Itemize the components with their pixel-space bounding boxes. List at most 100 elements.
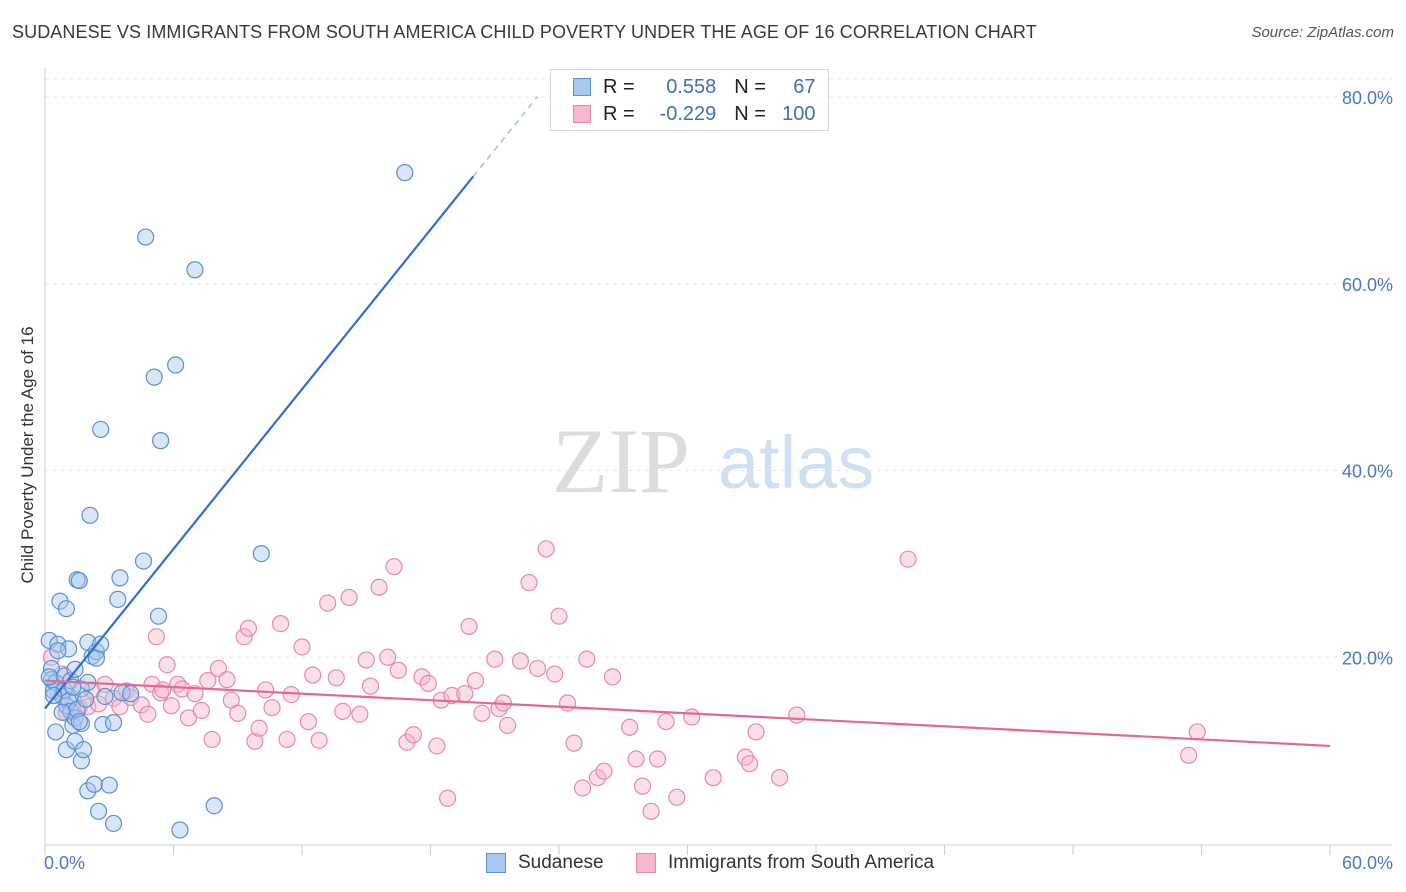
immigrants-point <box>278 730 296 749</box>
immigrants-point <box>351 705 369 723</box>
immigrants-point <box>741 755 759 773</box>
immigrants-swatch <box>573 105 591 123</box>
x-tick-label-min: 0.0% <box>44 853 85 873</box>
immigrants-point <box>389 661 407 679</box>
y-tick-label: 80.0% <box>1342 88 1393 108</box>
sudanese-point <box>40 668 58 686</box>
sudanese-point <box>137 228 155 246</box>
immigrants-point <box>357 651 375 669</box>
immigrants-point <box>370 578 388 596</box>
watermark-atlas: atlas <box>718 421 874 504</box>
immigrants-point <box>546 665 564 683</box>
sudanese-point <box>134 552 153 570</box>
immigrants-point <box>578 650 596 668</box>
immigrants-point <box>256 681 275 699</box>
sudanese-point <box>171 821 189 839</box>
legend-row-immigrants: R = -0.229 N = 100 <box>573 101 816 127</box>
immigrants-point <box>1180 746 1198 764</box>
immigrants-point <box>537 540 555 558</box>
immigrants-point <box>327 669 345 687</box>
immigrants-point <box>139 705 157 723</box>
immigrants-point <box>235 628 253 646</box>
immigrants-point <box>443 686 461 705</box>
immigrants-point <box>770 769 789 787</box>
legend-item-immigrants[interactable]: Immigrants from South America <box>636 852 934 874</box>
immigrants-point <box>229 704 247 722</box>
y-tick-label: 40.0% <box>1342 462 1393 482</box>
immigrants-point <box>642 802 660 820</box>
sudanese-point <box>109 590 127 608</box>
immigrants-point <box>550 607 568 625</box>
sudanese-point <box>49 635 67 653</box>
correlation-legend: R = 0.558 N = 67 R = -0.229 N = 100 <box>550 69 829 131</box>
immigrants-point <box>788 706 806 724</box>
sudanese-point <box>100 776 118 794</box>
immigrants-point <box>704 769 722 787</box>
immigrants-point <box>404 726 422 744</box>
immigrants-point <box>588 769 607 787</box>
sudanese-point <box>77 690 95 708</box>
immigrants-point <box>246 732 264 750</box>
immigrants-point <box>147 628 165 646</box>
sudanese-point <box>89 802 108 820</box>
immigrants-point <box>573 779 592 797</box>
immigrants-point <box>499 716 517 735</box>
y-tick-label: 60.0% <box>1342 275 1393 295</box>
sudanese-point <box>53 703 71 721</box>
sudanese-point <box>252 545 270 563</box>
immigrants-point <box>1188 723 1206 741</box>
immigrants-point <box>239 619 258 637</box>
immigrants-point <box>627 750 645 768</box>
sudanese-points <box>40 164 414 839</box>
sudanese-point <box>79 633 97 651</box>
trend-lines <box>44 96 1331 748</box>
sudanese-point <box>47 723 65 741</box>
sudanese-point <box>81 506 99 524</box>
sudanese-point <box>186 261 204 279</box>
legend-n-label: N = <box>734 102 772 125</box>
immigrants-point <box>473 704 491 722</box>
sudanese-point <box>104 714 123 732</box>
immigrants-point <box>528 659 547 678</box>
immigrants-point <box>340 588 358 607</box>
axes <box>44 68 1392 855</box>
sudanese-point <box>87 649 106 667</box>
immigrants-point <box>419 674 437 692</box>
immigrants-point <box>319 594 337 612</box>
sudanese-point <box>59 640 78 658</box>
immigrants-point <box>633 777 652 795</box>
immigrants-point <box>595 762 613 780</box>
legend-item-sudanese[interactable]: Sudanese <box>486 852 604 874</box>
legend-r-label: R = <box>603 75 641 98</box>
immigrants-point <box>603 668 622 686</box>
chart-title: SUDANESE VS IMMIGRANTS FROM SOUTH AMERIC… <box>12 22 1037 42</box>
sudanese-point <box>79 782 97 800</box>
immigrants-point <box>192 701 210 720</box>
tick-labels: 20.0% 40.0% 60.0% 80.0% 0.0% 60.0% <box>44 88 1393 873</box>
sudanese-swatch <box>573 78 591 96</box>
legend-n-value: 100 <box>782 102 816 125</box>
sudanese-trend-extension <box>472 96 539 177</box>
immigrants-point <box>621 718 639 736</box>
immigrants-point <box>565 734 583 752</box>
sudanese-point <box>205 797 223 815</box>
legend-r-value: -0.229 <box>659 102 717 125</box>
sudanese-point <box>70 572 88 590</box>
sudanese-legend-swatch <box>486 853 506 873</box>
sudanese-point <box>94 715 112 734</box>
source-label: Source: ZipAtlas.com <box>1251 24 1394 41</box>
immigrants-point <box>899 550 917 568</box>
sudanese-point <box>49 642 67 660</box>
immigrants-point <box>460 617 478 636</box>
sudanese-point <box>96 687 114 706</box>
legend-r-value: 0.558 <box>666 75 717 98</box>
immigrants-point <box>304 666 322 684</box>
immigrants-point <box>179 709 198 727</box>
sudanese-point <box>167 356 185 374</box>
immigrants-point <box>310 731 328 749</box>
immigrants-point <box>334 702 352 721</box>
sudanese-point <box>74 741 93 759</box>
immigrants-trend-line <box>44 679 1331 748</box>
immigrants-point <box>439 789 457 807</box>
